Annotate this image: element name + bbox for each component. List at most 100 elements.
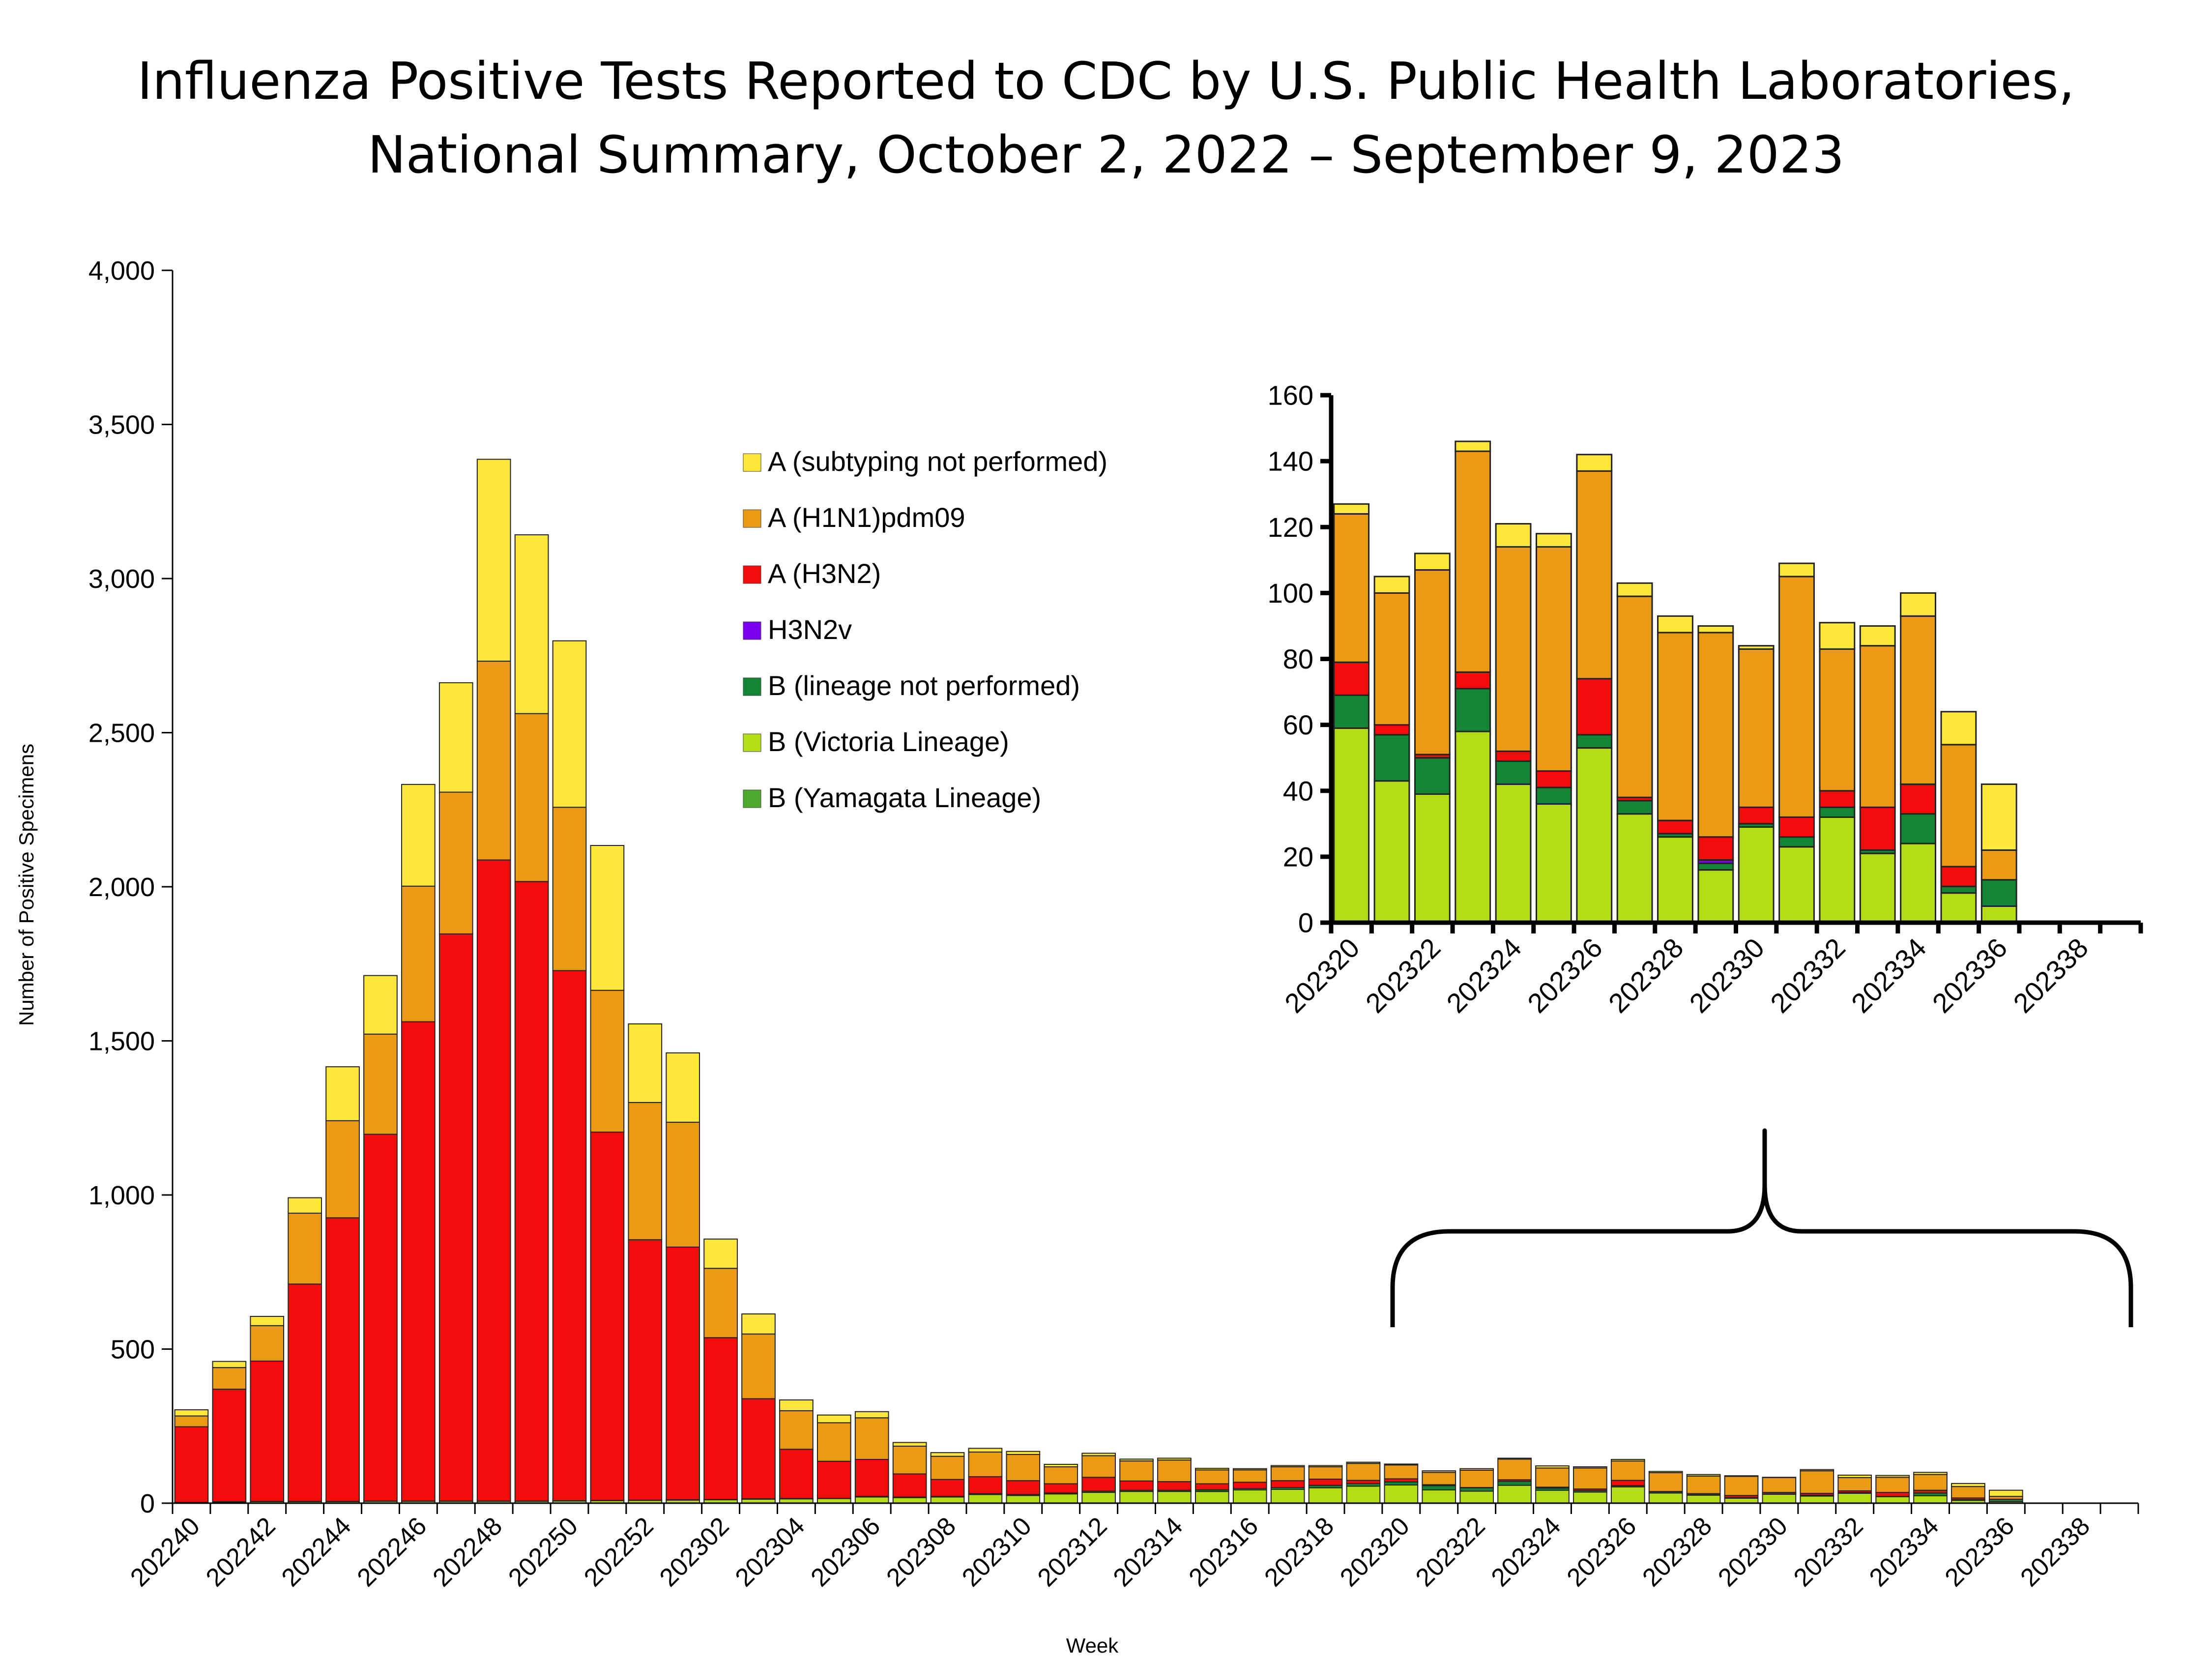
main-bar-a-h1n1-pdm09-202326 (1610, 1460, 1645, 1481)
main-bar-b-victoria-lineage-202308 (930, 1496, 965, 1504)
main-bar-a-h3n2-202240 (174, 1426, 209, 1503)
main-bar-a-subtyping-not-performed-202247 (438, 682, 473, 793)
main-bar-b-victoria-lineage-202327 (1648, 1492, 1683, 1504)
main-bar-b-victoria-lineage-202310 (1006, 1495, 1041, 1504)
main-bar-a-subtyping-not-performed-202251 (590, 844, 625, 991)
main-xtick-label-202308: 202308 (881, 1512, 961, 1592)
main-ytick-label: 4,000 (88, 256, 155, 286)
legend-swatch-h3n2v (743, 621, 761, 640)
inset-bar-a-subtyping-not-performed-202325 (1536, 533, 1572, 548)
inset-bar-b-victoria-lineage-202323 (1455, 730, 1491, 924)
main-xtick-label-202250: 202250 (503, 1512, 583, 1592)
main-bar-a-h3n2-202307 (892, 1473, 927, 1498)
main-bar-a-subtyping-not-performed-202319 (1346, 1461, 1381, 1464)
main-bar-a-h1n1-pdm09-202328 (1686, 1475, 1721, 1494)
inset-bracket-icon (1390, 1128, 2133, 1327)
main-bar-a-h1n1-pdm09-202304 (779, 1410, 814, 1450)
inset-xtick-label-202338: 202338 (2007, 932, 2094, 1019)
inset-bar-b-victoria-lineage-202328 (1657, 836, 1693, 924)
legend-swatch-b-yamagata-lineage (743, 789, 761, 808)
main-bar-a-h1n1-pdm09-202327 (1648, 1472, 1683, 1492)
main-xtick-label-202248: 202248 (427, 1512, 508, 1592)
inset-bar-a-subtyping-not-performed-202331 (1778, 562, 1815, 578)
main-bar-a-subtyping-not-performed-202306 (854, 1411, 889, 1419)
main-xtick-label-202314: 202314 (1108, 1512, 1189, 1592)
main-bar-a-h3n2-202243 (288, 1283, 322, 1502)
main-bar-a-h1n1-pdm09-202324 (1535, 1467, 1570, 1488)
main-bar-a-h1n1-pdm09-202332 (1837, 1477, 1872, 1491)
main-bar-a-h1n1-pdm09-202320 (1384, 1464, 1419, 1480)
main-bar-a-h1n1-pdm09-202311 (1044, 1466, 1078, 1484)
inset-bar-a-h1n1-pdm09-202328 (1657, 632, 1693, 821)
main-bar-a-subtyping-not-performed-202310 (1006, 1451, 1041, 1455)
main-bar-a-subtyping-not-performed-202332 (1837, 1474, 1872, 1478)
main-bar-a-subtyping-not-performed-202334 (1913, 1472, 1948, 1475)
main-bar-a-h1n1-pdm09-202333 (1875, 1477, 1910, 1493)
main-chart: 0 500 1,000 1,500 2,000 2,500 3,000 3,500 4,000 2… (15, 256, 2139, 1657)
main-bar-b-victoria-lineage-202331 (1800, 1495, 1834, 1504)
main-xtick-label-202324: 202324 (1486, 1512, 1567, 1592)
inset-xtick-label-202324: 202324 (1440, 932, 1527, 1019)
main-bar-a-subtyping-not-performed-202301 (666, 1052, 700, 1123)
main-bar-a-h1n1-pdm09-202318 (1308, 1466, 1343, 1480)
main-bar-a-subtyping-not-performed-202312 (1081, 1453, 1116, 1456)
inset-bar-b-victoria-lineage-202331 (1778, 846, 1815, 924)
inset-xtick-label-202328: 202328 (1602, 932, 1689, 1019)
main-bar-a-subtyping-not-performed-202311 (1044, 1463, 1078, 1468)
main-bar-a-h1n1-pdm09-202329 (1724, 1476, 1759, 1496)
main-bar-a-h3n2-202311 (1044, 1483, 1078, 1494)
main-bar-a-subtyping-not-performed-202335 (1951, 1483, 1985, 1487)
legend-label-h3n2v: H3N2v (768, 614, 852, 645)
main-xtick-label-202312: 202312 (1032, 1512, 1113, 1592)
main-bar-b-victoria-lineage-202317 (1270, 1488, 1305, 1504)
legend-swatch-b-lineage-not-performed (743, 677, 761, 696)
main-xtick-label-202338: 202338 (2015, 1512, 2096, 1592)
main-bar-a-subtyping-not-performed-202318 (1308, 1465, 1343, 1468)
main-bar-a-h1n1-pdm09-202247 (438, 791, 473, 934)
inset-bar-a-subtyping-not-performed-202329 (1697, 625, 1734, 634)
inset-bar-b-victoria-lineage-202330 (1738, 826, 1775, 924)
inset-bar-b-lineage-not-performed-202327 (1616, 800, 1653, 815)
main-bar-b-victoria-lineage-202328 (1686, 1494, 1721, 1504)
main-xtick-label-202334: 202334 (1864, 1512, 1945, 1592)
main-bar-a-h3n2-202303 (741, 1398, 776, 1500)
inset-bar-a-subtyping-not-performed-202332 (1819, 622, 1856, 650)
main-bar-a-subtyping-not-performed-202243 (288, 1197, 322, 1214)
main-bar-a-h3n2-202246 (401, 1021, 436, 1502)
main-bar-b-victoria-lineage-202334 (1913, 1495, 1948, 1504)
main-bar-a-h3n2-202314 (1157, 1481, 1192, 1491)
inset-bar-b-victoria-lineage-202329 (1697, 869, 1734, 924)
main-xtick-label-202318: 202318 (1259, 1512, 1339, 1592)
main-bar-a-h3n2-202312 (1081, 1477, 1116, 1492)
main-bar-b-victoria-lineage-202332 (1837, 1492, 1872, 1504)
main-bar-b-victoria-lineage-202322 (1459, 1490, 1494, 1504)
main-bar-a-subtyping-not-performed-202323 (1497, 1457, 1532, 1460)
inset-bar-a-h3n2-202320 (1333, 661, 1370, 696)
main-bar-a-subtyping-not-performed-202331 (1800, 1469, 1834, 1472)
main-xtick-label-202336: 202336 (1940, 1512, 2020, 1592)
main-bar-a-h1n1-pdm09-202246 (401, 885, 436, 1022)
inset-bar-a-h1n1-pdm09-202322 (1414, 569, 1451, 756)
inset-bar-b-lineage-not-performed-202334 (1900, 813, 1936, 844)
main-ytick-label: 2,500 (88, 718, 155, 748)
main-bar-b-lineage-not-performed-202322 (1459, 1487, 1494, 1492)
main-bar-a-subtyping-not-performed-202244 (325, 1066, 360, 1121)
main-bar-a-subtyping-not-performed-202245 (363, 975, 398, 1035)
main-bar-a-h1n1-pdm09-202301 (666, 1122, 700, 1248)
main-bar-b-victoria-lineage-202319 (1346, 1485, 1381, 1504)
inset-bar-b-lineage-not-performed-202331 (1778, 836, 1815, 848)
inset-bar-a-subtyping-not-performed-202321 (1373, 576, 1410, 594)
main-bar-a-subtyping-not-performed-202307 (892, 1442, 927, 1447)
main-bar-a-h3n2-202309 (968, 1476, 1003, 1494)
main-bar-a-h1n1-pdm09-202310 (1006, 1454, 1041, 1482)
main-bar-a-subtyping-not-performed-202328 (1686, 1474, 1721, 1477)
inset-ytick-label: 120 (1268, 512, 1313, 543)
inset-ytick-label: 60 (1283, 709, 1313, 740)
main-bar-a-h1n1-pdm09-202309 (968, 1451, 1003, 1478)
main-bar-b-victoria-lineage-202311 (1044, 1493, 1078, 1504)
inset-bar-a-h3n2-202328 (1657, 819, 1693, 835)
y-axis-title: Number of Positive Specimens (15, 744, 38, 1026)
main-bar-b-victoria-lineage-202324 (1535, 1489, 1570, 1504)
legend-swatch-a-h3n2 (743, 565, 761, 584)
